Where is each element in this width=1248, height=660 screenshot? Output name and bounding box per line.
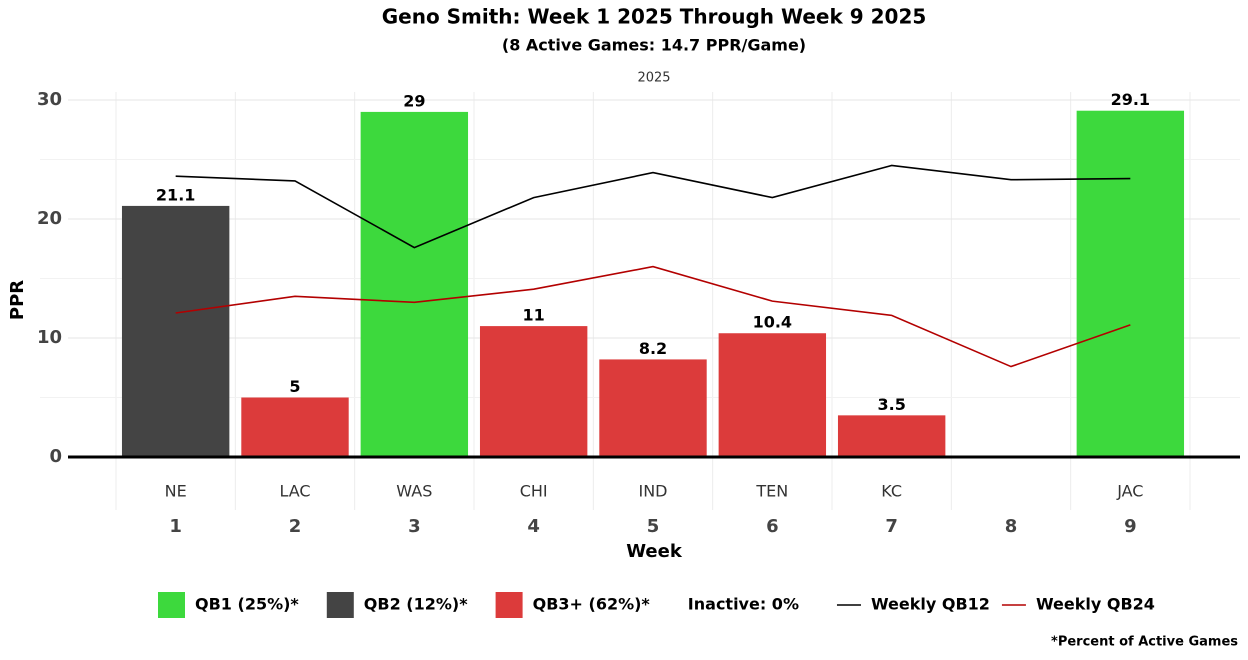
x-tick-label: 7 <box>885 516 898 537</box>
bar <box>837 415 946 457</box>
x-tick-label: 6 <box>766 516 779 537</box>
x-tick-label: 9 <box>1124 516 1137 537</box>
x-tick-label: 8 <box>1005 516 1018 537</box>
value-label: 8.2 <box>639 339 667 358</box>
bar <box>121 205 230 457</box>
value-label: 10.4 <box>753 313 792 332</box>
line-series <box>175 265 1131 368</box>
opponent-label: KC <box>881 482 902 501</box>
y-tick-label: 10 <box>37 327 62 348</box>
x-tick-label: 1 <box>169 516 182 537</box>
legend-label: QB3+ (62%)* <box>533 595 651 614</box>
legend-label: Weekly QB12 <box>871 595 990 614</box>
legend-label: QB1 (25%)* <box>195 595 299 614</box>
value-label: 29.1 <box>1111 90 1150 109</box>
legend-label: Inactive: 0% <box>688 595 799 614</box>
x-tick-label: 5 <box>647 516 660 537</box>
value-label: 11 <box>523 306 545 325</box>
legend-swatch <box>158 592 185 618</box>
legend-swatch <box>495 592 523 618</box>
opponent-label: NE <box>165 482 187 501</box>
opponent-label: TEN <box>755 482 788 501</box>
bar <box>718 333 827 457</box>
bar <box>599 359 707 457</box>
legend-swatch <box>326 592 354 618</box>
x-axis-title: Week <box>626 541 683 562</box>
y-tick-label: 0 <box>49 446 62 467</box>
chart-title: Geno Smith: Week 1 2025 Through Week 9 2… <box>382 5 927 29</box>
facet-label: 2025 <box>637 71 670 86</box>
y-axis-title: PPR <box>7 280 28 320</box>
bar <box>241 397 349 457</box>
opponent-label: CHI <box>520 482 548 501</box>
y-tick-label: 20 <box>37 208 62 229</box>
footnote: *Percent of Active Games <box>1051 635 1238 650</box>
opponent-label: JAC <box>1116 482 1143 501</box>
value-label: 21.1 <box>156 185 195 204</box>
value-label: 29 <box>403 91 425 110</box>
x-tick-label: 2 <box>289 516 302 537</box>
opponent-label: LAC <box>279 482 310 501</box>
chart-subtitle: (8 Active Games: 14.7 PPR/Game) <box>502 36 806 55</box>
bar <box>360 111 469 458</box>
bar <box>479 326 588 457</box>
x-tick-label: 3 <box>408 516 421 537</box>
value-label: 3.5 <box>877 395 905 414</box>
value-label: 5 <box>289 377 300 396</box>
x-tick-label: 4 <box>527 516 540 537</box>
y-tick-label: 30 <box>37 89 62 110</box>
opponent-label: IND <box>638 482 667 501</box>
opponent-label: WAS <box>396 482 432 501</box>
line-series <box>175 164 1131 249</box>
legend-label: QB2 (12%)* <box>364 595 468 614</box>
legend-label: Weekly QB24 <box>1036 595 1155 614</box>
bar <box>1076 110 1185 458</box>
